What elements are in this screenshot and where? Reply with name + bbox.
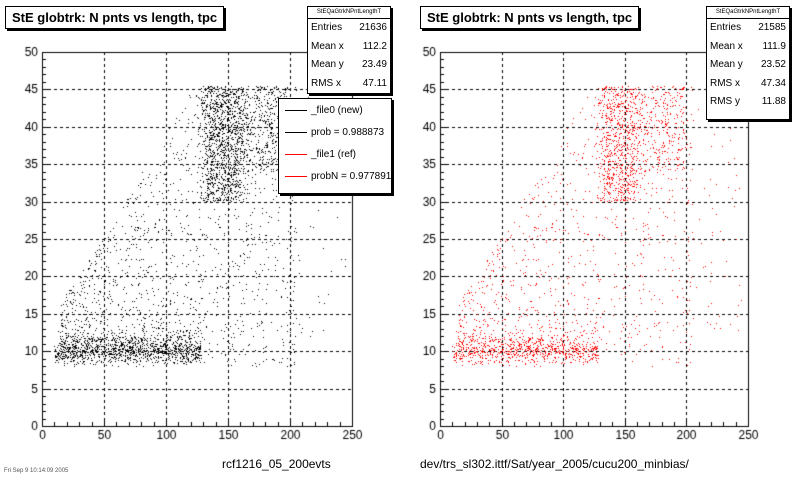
right-stats-row: Entries 21585 [710,22,786,33]
left-stats-name: StEQaGtrkNPntLengthT [308,7,390,19]
right-stats-name: StEQaGtrkNPntLengthT [707,7,789,19]
left-legend-box: _file0 (new) prob = 0.988873 _file1 (ref… [278,98,392,194]
legend-entry: _file1 (ref) [279,143,391,165]
footer-timestamp: Fri Sep 9 10:14:09 2005 [4,468,69,474]
left-stats-box: StEQaGtrkNPntLengthT Entries 21636 Mean x… [307,6,391,94]
left-stats-row: Mean x 112.2 [311,40,387,52]
left-stats-row: Mean y 23.49 [311,59,387,70]
left-caption: rcf1216_05_200evts [222,457,331,471]
left-stats-row: RMS x 47.11 [311,77,387,89]
left-stats-row: Entries 21636 [311,22,387,33]
right-stats-row: Mean x 111.9 [710,40,786,52]
legend-entry: _file0 (new) [279,99,391,121]
right-stats-row: Mean y 23.52 [710,59,786,70]
legend-line-red [285,175,307,177]
legend-line [285,109,307,111]
right-stats-row: RMS y 11.88 [710,96,786,107]
legend-entry: probN = 0.977891 [279,165,391,187]
legend-line [285,131,307,133]
legend-entry: prob = 0.988873 [279,121,391,143]
left-plot-title: StE globtrk: N pnts vs length, tpc [5,6,225,29]
right-stats-box: StEQaGtrkNPntLengthT Entries 21585 Mean x… [706,6,790,120]
right-plot-title: StE globtrk: N pnts vs length, tpc [420,6,640,29]
legend-line-red [285,153,307,155]
right-caption: dev/trs_sl302.ittf/Sat/year_2005/cucu200… [420,457,689,471]
right-stats-row: RMS x 47.34 [710,77,786,89]
